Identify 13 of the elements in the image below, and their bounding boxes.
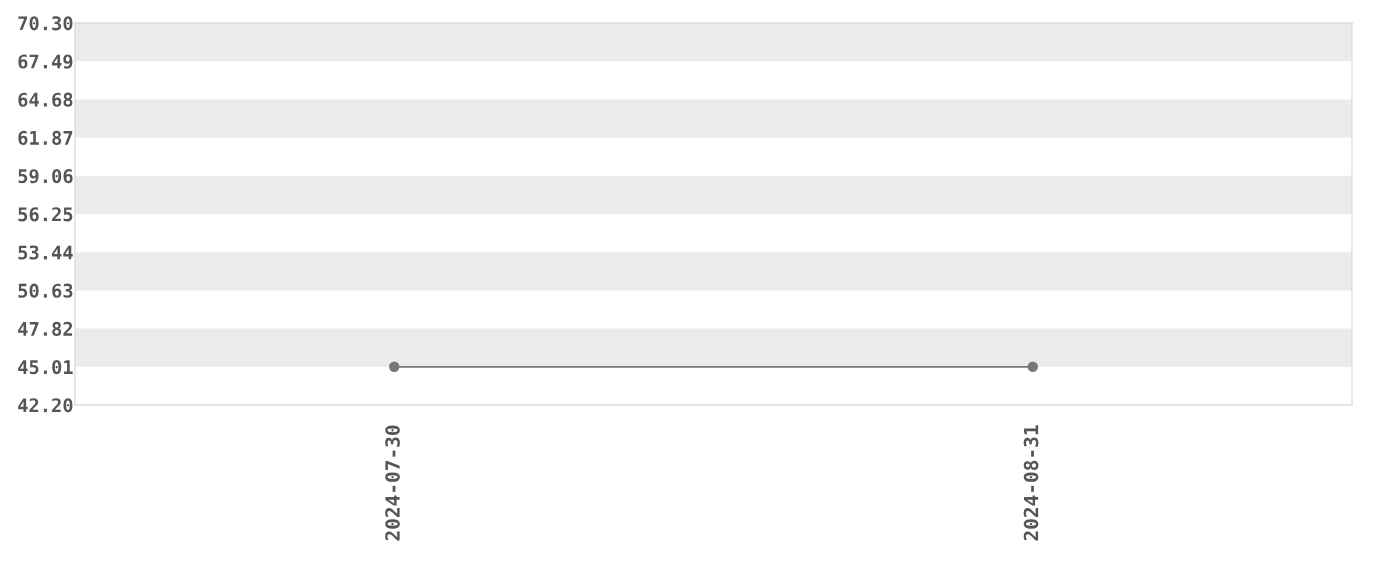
x-tick-label: 2024-08-31 (1023, 425, 1039, 541)
y-tick-label: 50.63 (18, 283, 73, 298)
y-tick-label: 42.20 (18, 398, 73, 413)
y-tick-label: 45.01 (18, 360, 73, 375)
y-tick-label: 70.30 (18, 16, 73, 31)
y-tick-label: 67.49 (18, 54, 73, 69)
x-tick-label: 2024-07-30 (385, 425, 400, 541)
y-tick-label: 64.68 (18, 92, 73, 107)
y-tick-label: 56.25 (18, 207, 73, 222)
y-tick-label: 47.82 (18, 321, 73, 336)
y-tick-label: 53.44 (18, 245, 73, 260)
y-tick-label: 61.87 (18, 130, 73, 146)
y-tick-label: 59.06 (18, 169, 73, 184)
